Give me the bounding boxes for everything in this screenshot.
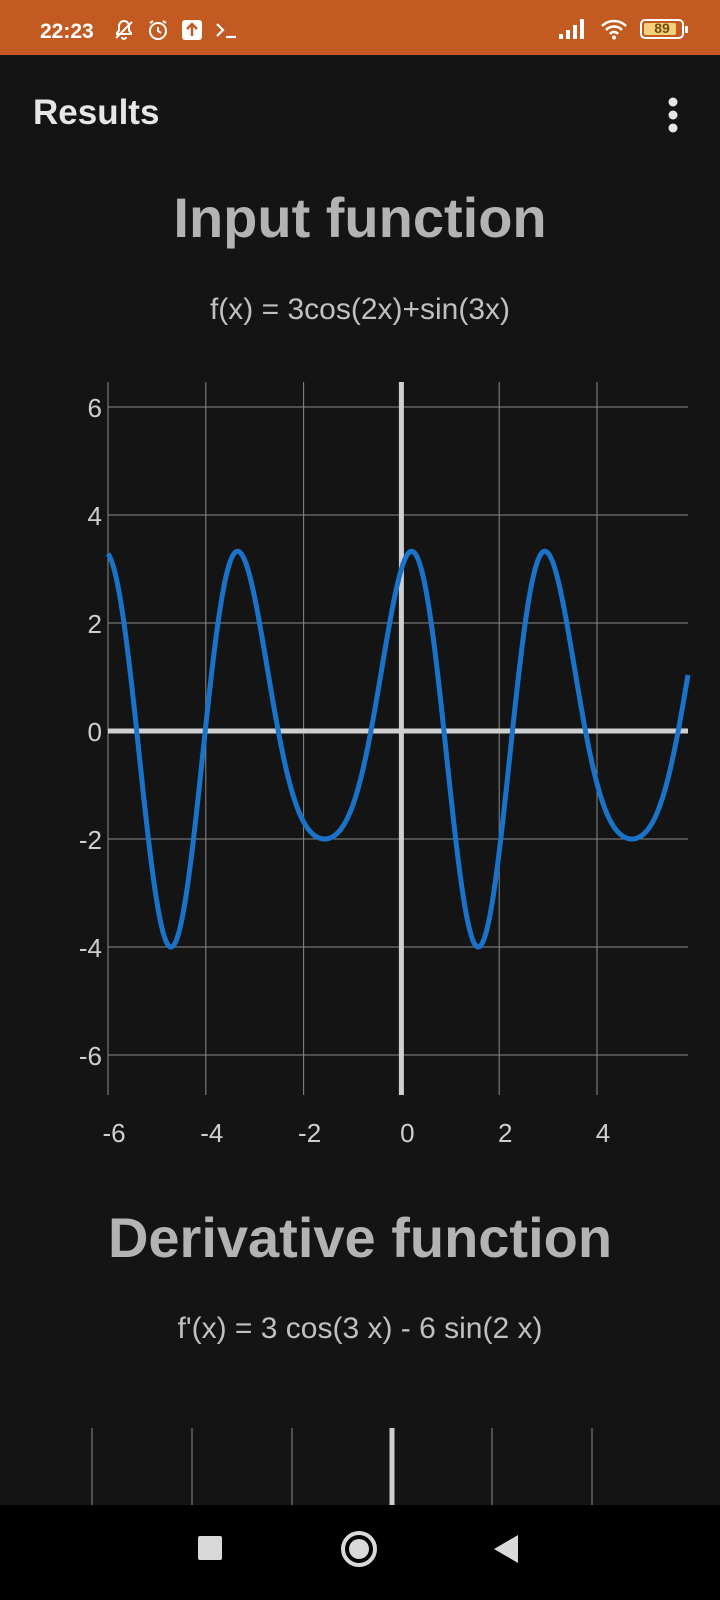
battery-tip <box>685 26 688 33</box>
derivative-function-heading: Derivative function <box>107 1206 613 1269</box>
series-line-f <box>105 548 691 950</box>
input-function-heading: Input function <box>173 186 547 249</box>
more-vert-icon <box>668 97 678 107</box>
home-button[interactable] <box>339 1529 379 1569</box>
recents-button[interactable] <box>197 1535 223 1561</box>
y-tick-label: 6 <box>88 393 102 423</box>
function-plot[interactable]: 6 4 2 0 -2 -4 -6 -6 -4 -2 0 2 4 <box>0 370 720 1170</box>
circle-icon <box>341 1531 377 1567</box>
square-icon <box>198 1536 222 1560</box>
derivative-plot[interactable] <box>0 1420 720 1505</box>
x-tick-label: 2 <box>498 1118 512 1148</box>
muted-bell-icon <box>115 19 133 40</box>
page-title: Results <box>33 93 160 132</box>
status-bar: 22:23 <box>0 0 720 55</box>
input-function-formula: f(x) = 3cos(2x)+sin(3x) <box>209 293 511 326</box>
back-triangle-icon <box>494 1535 518 1563</box>
wifi-icon <box>601 19 627 40</box>
terminal-icon <box>216 23 236 39</box>
navigation-bar <box>0 1505 720 1600</box>
back-button[interactable] <box>490 1533 520 1565</box>
y-tick-label: 4 <box>88 501 102 531</box>
x-tick-label: 0 <box>400 1118 414 1148</box>
status-time: 22:23 <box>40 20 94 43</box>
y-tick-label: 0 <box>88 717 102 747</box>
y-tick-label: -2 <box>79 825 102 855</box>
battery-label: 89 <box>654 20 670 36</box>
status-icons-left <box>112 18 240 42</box>
battery-icon: 89 <box>640 19 688 39</box>
x-tick-label: -6 <box>102 1118 125 1148</box>
upload-icon <box>182 20 202 40</box>
overflow-menu-button[interactable] <box>655 95 691 135</box>
x-tick-label: -4 <box>200 1118 223 1148</box>
battery-level <box>644 23 677 35</box>
alarm-icon <box>149 20 167 40</box>
derivative-function-formula: f'(x) = 3 cos(3 x) - 6 sin(2 x) <box>177 1312 543 1345</box>
signal-icon <box>559 19 584 39</box>
status-icons-right: 89 <box>558 18 688 40</box>
x-tick-label: 4 <box>596 1118 610 1148</box>
x-tick-label: -2 <box>298 1118 321 1148</box>
y-tick-label: 2 <box>88 609 102 639</box>
y-tick-label: -6 <box>79 1041 102 1071</box>
y-tick-label: -4 <box>79 933 102 963</box>
app-bar: Results <box>0 55 720 170</box>
